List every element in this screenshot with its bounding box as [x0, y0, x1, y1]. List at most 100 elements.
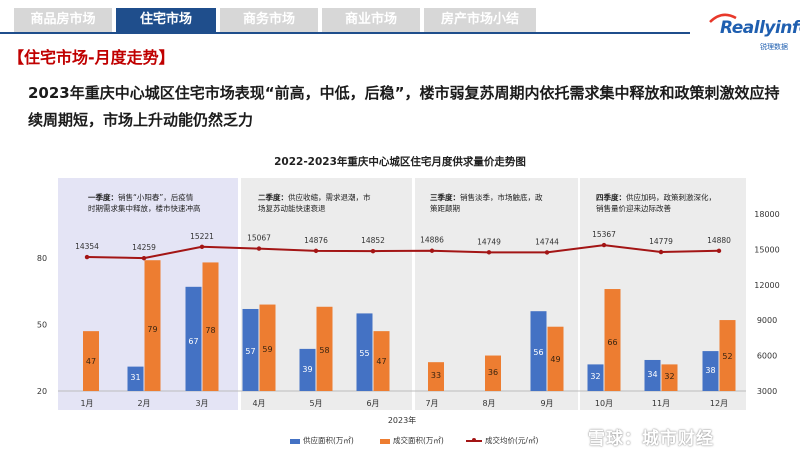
deal-label-7: 33	[431, 371, 441, 380]
chart-title: 2022-2023年重庆中心城区住宅月度供求量价走势图	[274, 156, 526, 168]
y-left-tick-50: 50	[37, 321, 47, 330]
x-tick-6: 6月	[366, 399, 379, 408]
tab-commercial-housing[interactable]: 商品房市场	[14, 8, 112, 32]
y-right-tick-12000: 12000	[754, 281, 779, 290]
y-right-tick-15000: 15000	[754, 245, 779, 254]
price-label-7: 14886	[420, 236, 444, 245]
supply-bar-6	[356, 313, 373, 391]
tab-office[interactable]: 商务市场	[220, 8, 318, 32]
deal-label-2: 79	[147, 325, 157, 334]
logo-swoosh-icon	[709, 13, 737, 23]
x-tick-4: 4月	[252, 399, 265, 408]
x-tick-12: 12月	[710, 399, 728, 408]
deal-bar-11	[661, 364, 678, 391]
price-label-9: 14744	[535, 237, 559, 246]
deal-label-9: 49	[550, 355, 560, 364]
legend-deal: 成交面积(万㎡)	[380, 435, 444, 446]
deal-bar-1	[83, 331, 99, 391]
x-tick-8: 8月	[482, 399, 495, 408]
deal-label-1: 47	[86, 357, 96, 366]
x-tick-11: 11月	[652, 399, 670, 408]
y-left-tick-80: 80	[37, 254, 47, 263]
quarter-note-3-line-2: 策距颠期	[430, 203, 460, 213]
price-label-3: 15221	[190, 232, 214, 241]
supply-label-4: 57	[245, 347, 255, 356]
deal-label-6: 47	[376, 357, 386, 366]
x-tick-2: 2月	[137, 399, 150, 408]
price-point-2	[141, 255, 147, 261]
price-label-6: 14852	[361, 236, 385, 245]
tab-bar: 商品房市场 住宅市场 商务市场 商业市场 房产市场小结	[0, 0, 800, 34]
legend-deal-swatch	[380, 438, 390, 444]
price-label-1: 14354	[75, 242, 99, 251]
y-right-tick-18000: 18000	[754, 210, 779, 219]
supply-label-2: 31	[130, 373, 140, 382]
deal-bar-12	[719, 320, 736, 391]
legend-price-swatch	[466, 438, 482, 442]
price-point-12	[716, 248, 722, 254]
tab-summary[interactable]: 房产市场小结	[424, 8, 536, 32]
deal-bar-7	[428, 362, 444, 391]
supply-bar-12	[702, 351, 719, 391]
supply-label-3: 67	[188, 337, 198, 346]
price-point-6	[370, 248, 376, 254]
supply-bar-4	[242, 308, 259, 391]
price-point-9	[544, 250, 550, 255]
legend-supply-label: 供应面积(万㎡)	[303, 436, 354, 445]
deal-bar-3	[202, 262, 219, 391]
supply-label-10: 32	[590, 372, 600, 381]
y-left-tick-20: 20	[37, 387, 47, 396]
price-label-8: 14749	[477, 237, 501, 246]
x-tick-3: 3月	[195, 399, 208, 408]
y-right-tick-6000: 6000	[757, 352, 777, 361]
supply-bar-9	[530, 311, 547, 391]
quarter-note-1-line-2: 时期需求集中释放，楼市快速冲高	[88, 203, 201, 213]
deal-bar-2	[144, 260, 161, 391]
price-label-2: 14259	[132, 243, 156, 252]
x-tick-7: 7月	[425, 399, 438, 408]
price-label-5: 14876	[304, 236, 328, 245]
deal-bar-8	[485, 355, 501, 391]
price-point-11	[658, 249, 664, 255]
deal-bar-10	[604, 289, 621, 391]
supply-label-5: 39	[302, 365, 312, 374]
supply-label-9: 56	[533, 348, 543, 357]
deal-label-12: 52	[722, 352, 732, 361]
price-point-8	[486, 250, 492, 255]
deal-label-4: 59	[262, 345, 272, 354]
legend-deal-label: 成交面积(万㎡)	[393, 436, 444, 445]
y-right-tick-9000: 9000	[757, 316, 777, 325]
reallyinfo-logo: Reallyinfo 锐理数据	[706, 12, 800, 52]
legend-price-label: 成交均价(元/㎡)	[485, 436, 539, 445]
x-axis-title: 2023年	[388, 415, 416, 425]
price-point-10	[601, 242, 607, 248]
section-title: 【住宅市场-月度走势】	[8, 48, 175, 67]
legend-price: 成交均价(元/㎡)	[466, 435, 538, 446]
deal-bar-4	[259, 304, 276, 391]
supply-bar-2	[127, 366, 144, 391]
price-point-3	[199, 244, 205, 249]
deal-label-11: 32	[664, 372, 674, 381]
supply-bar-5	[299, 348, 316, 391]
quarter-note-1-line-1: 一季度：销售“小阳春”，后疫情	[88, 192, 194, 202]
deal-label-5: 58	[319, 346, 329, 355]
deal-label-3: 78	[205, 326, 215, 335]
price-line	[86, 244, 720, 260]
legend-supply-swatch	[290, 438, 300, 444]
quarter-note-3-line-1: 三季度：销售淡季，市场触底，政	[430, 192, 543, 202]
price-label-4: 15067	[247, 234, 271, 243]
x-tick-9: 9月	[540, 399, 553, 408]
deal-label-10: 66	[607, 338, 617, 347]
price-label-12: 14880	[707, 236, 731, 245]
headline-text: 2023年重庆中心城区住宅市场表现“前高，中低，后稳”，楼市弱复苏周期内依托需求…	[28, 84, 780, 129]
tab-residential[interactable]: 住宅市场	[116, 8, 216, 32]
supply-label-6: 55	[359, 349, 369, 358]
quarter-note-4-line-1: 四季度：供应加码，政策刺激深化，	[596, 192, 716, 202]
deal-bar-6	[373, 331, 390, 391]
supply-bar-10	[587, 364, 604, 391]
price-point-1	[84, 254, 90, 260]
tab-retail[interactable]: 商业市场	[322, 8, 420, 32]
price-point-7	[429, 248, 435, 253]
quarter-note-2-line-2: 场复苏动能快速衰退	[258, 203, 326, 213]
